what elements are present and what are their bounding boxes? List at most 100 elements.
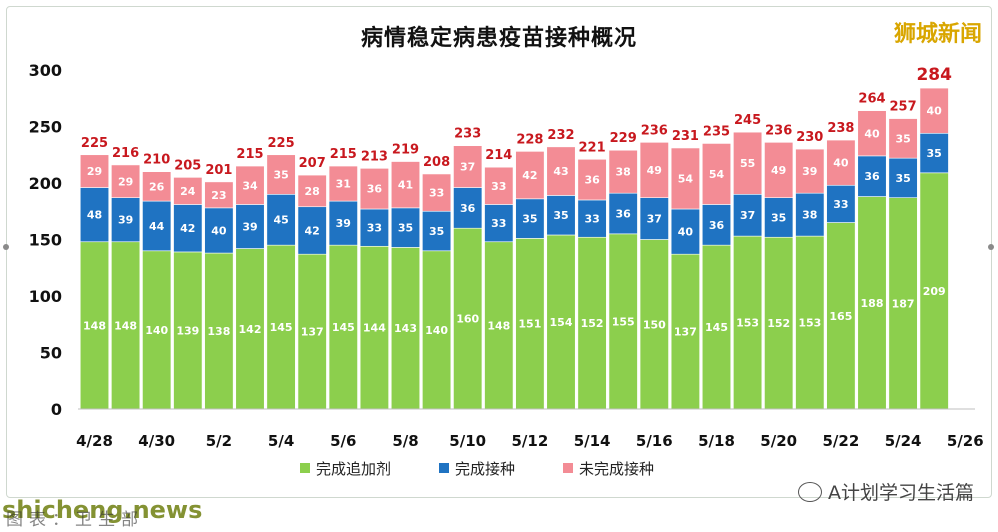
bar-total-label: 214 (485, 148, 512, 163)
y-tick-label: 0 (51, 400, 62, 419)
bar-segment (701, 143, 732, 205)
bar-total-label: 205 (174, 158, 201, 173)
x-tick-label: 5/26 (947, 432, 984, 450)
bar-value-label: 42 (180, 222, 195, 235)
bar-value-label: 33 (429, 187, 444, 200)
bar-value-label: 148 (114, 319, 137, 332)
bar-segment (328, 165, 358, 202)
bar-segment (359, 208, 389, 247)
x-axis: 4/28 4/30 5/2 5/4 5/6 5/8 5/10 5/12 5/14 5/16 5/18… (76, 408, 984, 450)
bar-value-label: 144 (363, 322, 386, 335)
bar-value-label: 39 (118, 214, 133, 227)
bar-total-label: 236 (765, 123, 792, 138)
bar-value-label: 148 (83, 319, 106, 332)
bar-segment (764, 142, 794, 198)
chart-caption: 图表：卫生部 (6, 510, 144, 530)
bar-value-label: 145 (705, 321, 728, 334)
bar-segment (857, 196, 887, 410)
bar-total-label: 236 (641, 123, 668, 138)
bar-segment (515, 238, 545, 410)
bar-value-label: 35 (522, 213, 537, 226)
bar-segment (888, 157, 918, 198)
bar-value-label: 33 (367, 222, 382, 235)
bar-value-label: 33 (491, 180, 506, 193)
bar-segment (204, 181, 234, 209)
bar-value-label: 40 (864, 127, 880, 140)
bar-segment (111, 164, 141, 198)
bar-value-label: 145 (332, 321, 355, 334)
bar-value-label: 40 (678, 226, 694, 239)
bar-value-label: 143 (394, 322, 417, 335)
bar-total-label: 208 (423, 155, 450, 170)
bar-total-label: 264 (858, 92, 885, 107)
bar-segment (515, 151, 545, 200)
resize-handle-right[interactable] (988, 244, 994, 250)
bar-value-label: 37 (460, 161, 475, 174)
bar-value-label: 35 (895, 132, 910, 145)
bar-segment (670, 147, 700, 210)
bar-value-label: 188 (861, 297, 884, 310)
bar-value-label: 33 (491, 217, 506, 230)
x-tick-label: 5/4 (268, 432, 294, 450)
y-tick-label: 150 (29, 231, 62, 250)
bar-value-label: 138 (207, 325, 230, 338)
bar-segment (577, 236, 607, 410)
y-tick-label: 100 (29, 287, 62, 306)
bar-segment (639, 142, 669, 198)
bar-segment (235, 248, 265, 410)
bar-value-label: 36 (864, 170, 880, 183)
bar-value-label: 40 (833, 157, 849, 170)
bar-segment (390, 161, 421, 209)
bar-value-label: 209 (923, 285, 946, 298)
legend-swatch-blue (439, 463, 450, 473)
x-tick-label: 5/22 (823, 432, 860, 450)
bar-value-label: 150 (643, 318, 666, 331)
bar-value-label: 148 (487, 319, 510, 332)
x-tick-label: 5/18 (698, 432, 735, 450)
bar-value-label: 54 (709, 168, 725, 181)
bar-total-label: 229 (610, 131, 637, 146)
bar-segment (857, 110, 887, 157)
x-tick-label: 5/10 (449, 432, 486, 450)
bar-value-label: 152 (581, 317, 604, 330)
bar-segment (204, 207, 234, 254)
bar-total-label: 245 (734, 113, 761, 128)
bar-value-label: 139 (176, 324, 199, 337)
bar-segment (888, 118, 918, 159)
bar-value-label: 36 (709, 219, 725, 232)
bar-value-label: 37 (740, 209, 755, 222)
x-tick-label: 5/20 (760, 432, 797, 450)
bar-segment (328, 244, 358, 410)
x-tick-label: 5/16 (636, 432, 673, 450)
bar-value-label: 42 (522, 169, 537, 182)
bar-segment (670, 253, 700, 410)
bar-value-label: 35 (273, 169, 288, 182)
bar-value-label: 23 (211, 189, 226, 202)
legend-item-booster: 完成追加剂 (300, 458, 391, 479)
bar-segment (142, 171, 172, 202)
bar-value-label: 35 (895, 172, 910, 185)
bar-total-label: 232 (547, 128, 574, 143)
bar-segment (639, 239, 669, 410)
bar-value-label: 39 (242, 221, 257, 234)
bar-segment (297, 253, 327, 410)
bar-total-label: 235 (703, 124, 730, 139)
bar-value-label: 35 (927, 147, 942, 160)
site-watermark: shicheng.news (2, 496, 203, 524)
y-tick-label: 250 (29, 118, 62, 137)
resize-handle-left[interactable] (3, 244, 9, 250)
bar-segment (204, 252, 234, 410)
bar-value-label: 36 (616, 208, 632, 221)
bar-value-label: 38 (616, 166, 631, 179)
bar-value-label: 54 (678, 172, 694, 185)
bar-value-label: 154 (550, 316, 573, 329)
bar-value-label: 28 (305, 185, 320, 198)
bar-segment (919, 87, 949, 134)
bar-segment (235, 165, 265, 205)
bar-total-label: 231 (672, 129, 699, 144)
legend-swatch-green (300, 463, 310, 473)
bar-total-label: 257 (890, 100, 917, 115)
bar-segment (795, 192, 825, 237)
bar-value-label: 49 (647, 164, 662, 177)
bar-total-label: 225 (81, 136, 108, 151)
